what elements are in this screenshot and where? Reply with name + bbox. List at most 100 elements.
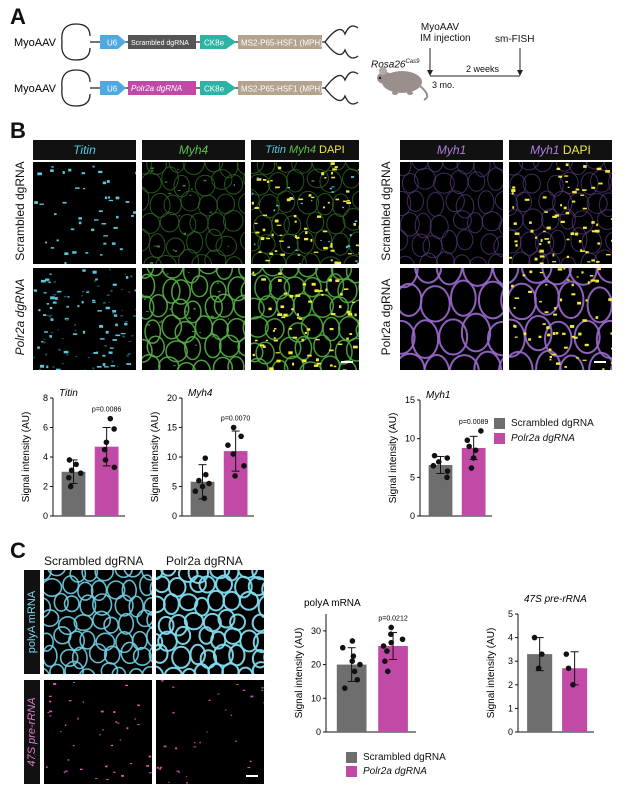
y-tick-label: 0 [172, 511, 177, 521]
data-point [430, 462, 437, 469]
micro-myh1-merge-polr2a [509, 268, 612, 370]
micro-polya-scr [44, 570, 152, 674]
y-axis-label: Signal intensity (AU) [21, 412, 32, 503]
data-point [103, 439, 110, 446]
c-row-polya: polyA mRNA [24, 570, 40, 674]
micro-myh4-scr [142, 162, 245, 264]
legend-c-polr2a-text: Polr2a dgRNA [363, 766, 427, 777]
data-point [201, 495, 208, 502]
y-tick-label: 0 [508, 727, 513, 737]
data-point [351, 668, 358, 675]
injection-line2: IM injection [420, 33, 471, 44]
itr-right-b [324, 41, 359, 59]
legend-b-scrambled: Scrambled dgRNA [494, 418, 594, 429]
micro-titin-scr [33, 162, 136, 264]
data-point [565, 665, 572, 672]
header-merge-titin: Titin [265, 144, 286, 156]
data-point [354, 676, 361, 683]
data-point [531, 634, 538, 641]
data-point [238, 433, 244, 440]
chart-title: 47S pre-rRNA [524, 594, 587, 605]
y-axis-label: Signal intensity (AU) [294, 628, 305, 719]
data-point [192, 488, 199, 495]
micro-myh1-polr2a [400, 268, 503, 370]
data-point [478, 428, 484, 434]
data-point [339, 644, 346, 651]
panel-c-micrographs [44, 570, 264, 784]
data-point [241, 463, 247, 469]
data-point [384, 648, 390, 654]
y-tick-label: 5 [410, 472, 415, 482]
data-point [232, 473, 238, 479]
y-tick-label: 1 [508, 703, 513, 713]
panel-b-label: B [10, 118, 26, 143]
header-titin: Titin [33, 140, 136, 160]
chart-1: 0 5 10 15 20 Signal intensity (AU) Myh4 p=0.007… [150, 388, 254, 521]
p-value: p=0.0086 [92, 407, 121, 414]
chart-title: polyA mRNA [304, 598, 361, 609]
y-tick-label: 10 [167, 452, 177, 462]
c-col-scrambled: Scrambled dgRNA [44, 554, 144, 568]
micro-47s-polr2a [156, 680, 264, 784]
y-axis-label: Signal intensity (AU) [150, 412, 161, 503]
micro-47s-scr [44, 680, 152, 784]
y-tick-label: 10 [405, 434, 415, 444]
timeline-injection: MyoAAV IM injection [420, 22, 471, 44]
data-point [111, 426, 117, 432]
chart-title: Myh1 [426, 390, 450, 401]
data-point [101, 446, 108, 453]
micro-myh1-scr [400, 162, 503, 264]
data-point [431, 452, 438, 459]
mouse-icon [377, 67, 429, 101]
data-point [202, 471, 209, 478]
y-axis-label: Signal intensity (AU) [486, 628, 497, 719]
data-point [570, 682, 576, 688]
scale-bar [594, 361, 606, 363]
data-point [349, 658, 356, 664]
data-point [66, 474, 72, 481]
mouse-strain-name: Rosa26 [371, 59, 406, 71]
y-tick-label: 30 [311, 626, 321, 636]
data-point [73, 461, 79, 468]
data-point [388, 624, 395, 631]
bar-polr2a [461, 447, 486, 516]
chart-3: 0 10 20 30 Signal intensity (AU) polyA mRNA p=… [294, 598, 416, 737]
panel-a-label: A [10, 4, 26, 29]
mouse-strain-sup: Cas9 [405, 59, 420, 65]
ck8e-label: CK8e [204, 39, 225, 48]
data-point [196, 477, 202, 484]
micro-polya-polr2a [156, 570, 264, 674]
y-tick-label: 15 [405, 395, 415, 405]
y-tick-label: 0 [316, 727, 321, 737]
legend-swatch-polr2a [494, 433, 505, 444]
y-tick-label: 0 [410, 511, 415, 521]
scale-bar [341, 361, 353, 363]
y-tick-label: 8 [43, 393, 48, 403]
itr-left [61, 69, 91, 89]
itr-right-b [324, 87, 359, 105]
header-merge-myh4: Myh4 [289, 144, 316, 156]
mph-box [238, 35, 322, 49]
y-axis-label: Signal intensity (AU) [388, 413, 399, 504]
data-point [68, 467, 75, 474]
header-merge-left: Titin Myh4 DAPI [251, 140, 359, 160]
header-myh4: Myh4 [142, 140, 245, 160]
mph-box [238, 81, 322, 95]
mph-label: MS2-P65-HSF1 (MPH) [241, 85, 323, 94]
itr-left-b [61, 87, 91, 107]
data-point [107, 415, 114, 422]
data-point [388, 631, 394, 638]
y-tick-label: 20 [311, 660, 321, 670]
panel-c-label: C [10, 538, 26, 563]
itr-right [324, 25, 359, 43]
data-point [535, 665, 542, 672]
data-point [464, 437, 471, 444]
chart-title: Titin [59, 388, 78, 399]
timeline-interval: 2 weeks [466, 64, 500, 74]
guide-label: Polr2a dgRNA [131, 84, 182, 93]
u6-promoter [100, 35, 126, 49]
data-point [230, 451, 237, 457]
data-point [563, 651, 570, 657]
guide-label: Scrambled dgRNA [131, 40, 189, 47]
mph-label: MS2-P65-HSF1 (MPH) [241, 39, 323, 48]
